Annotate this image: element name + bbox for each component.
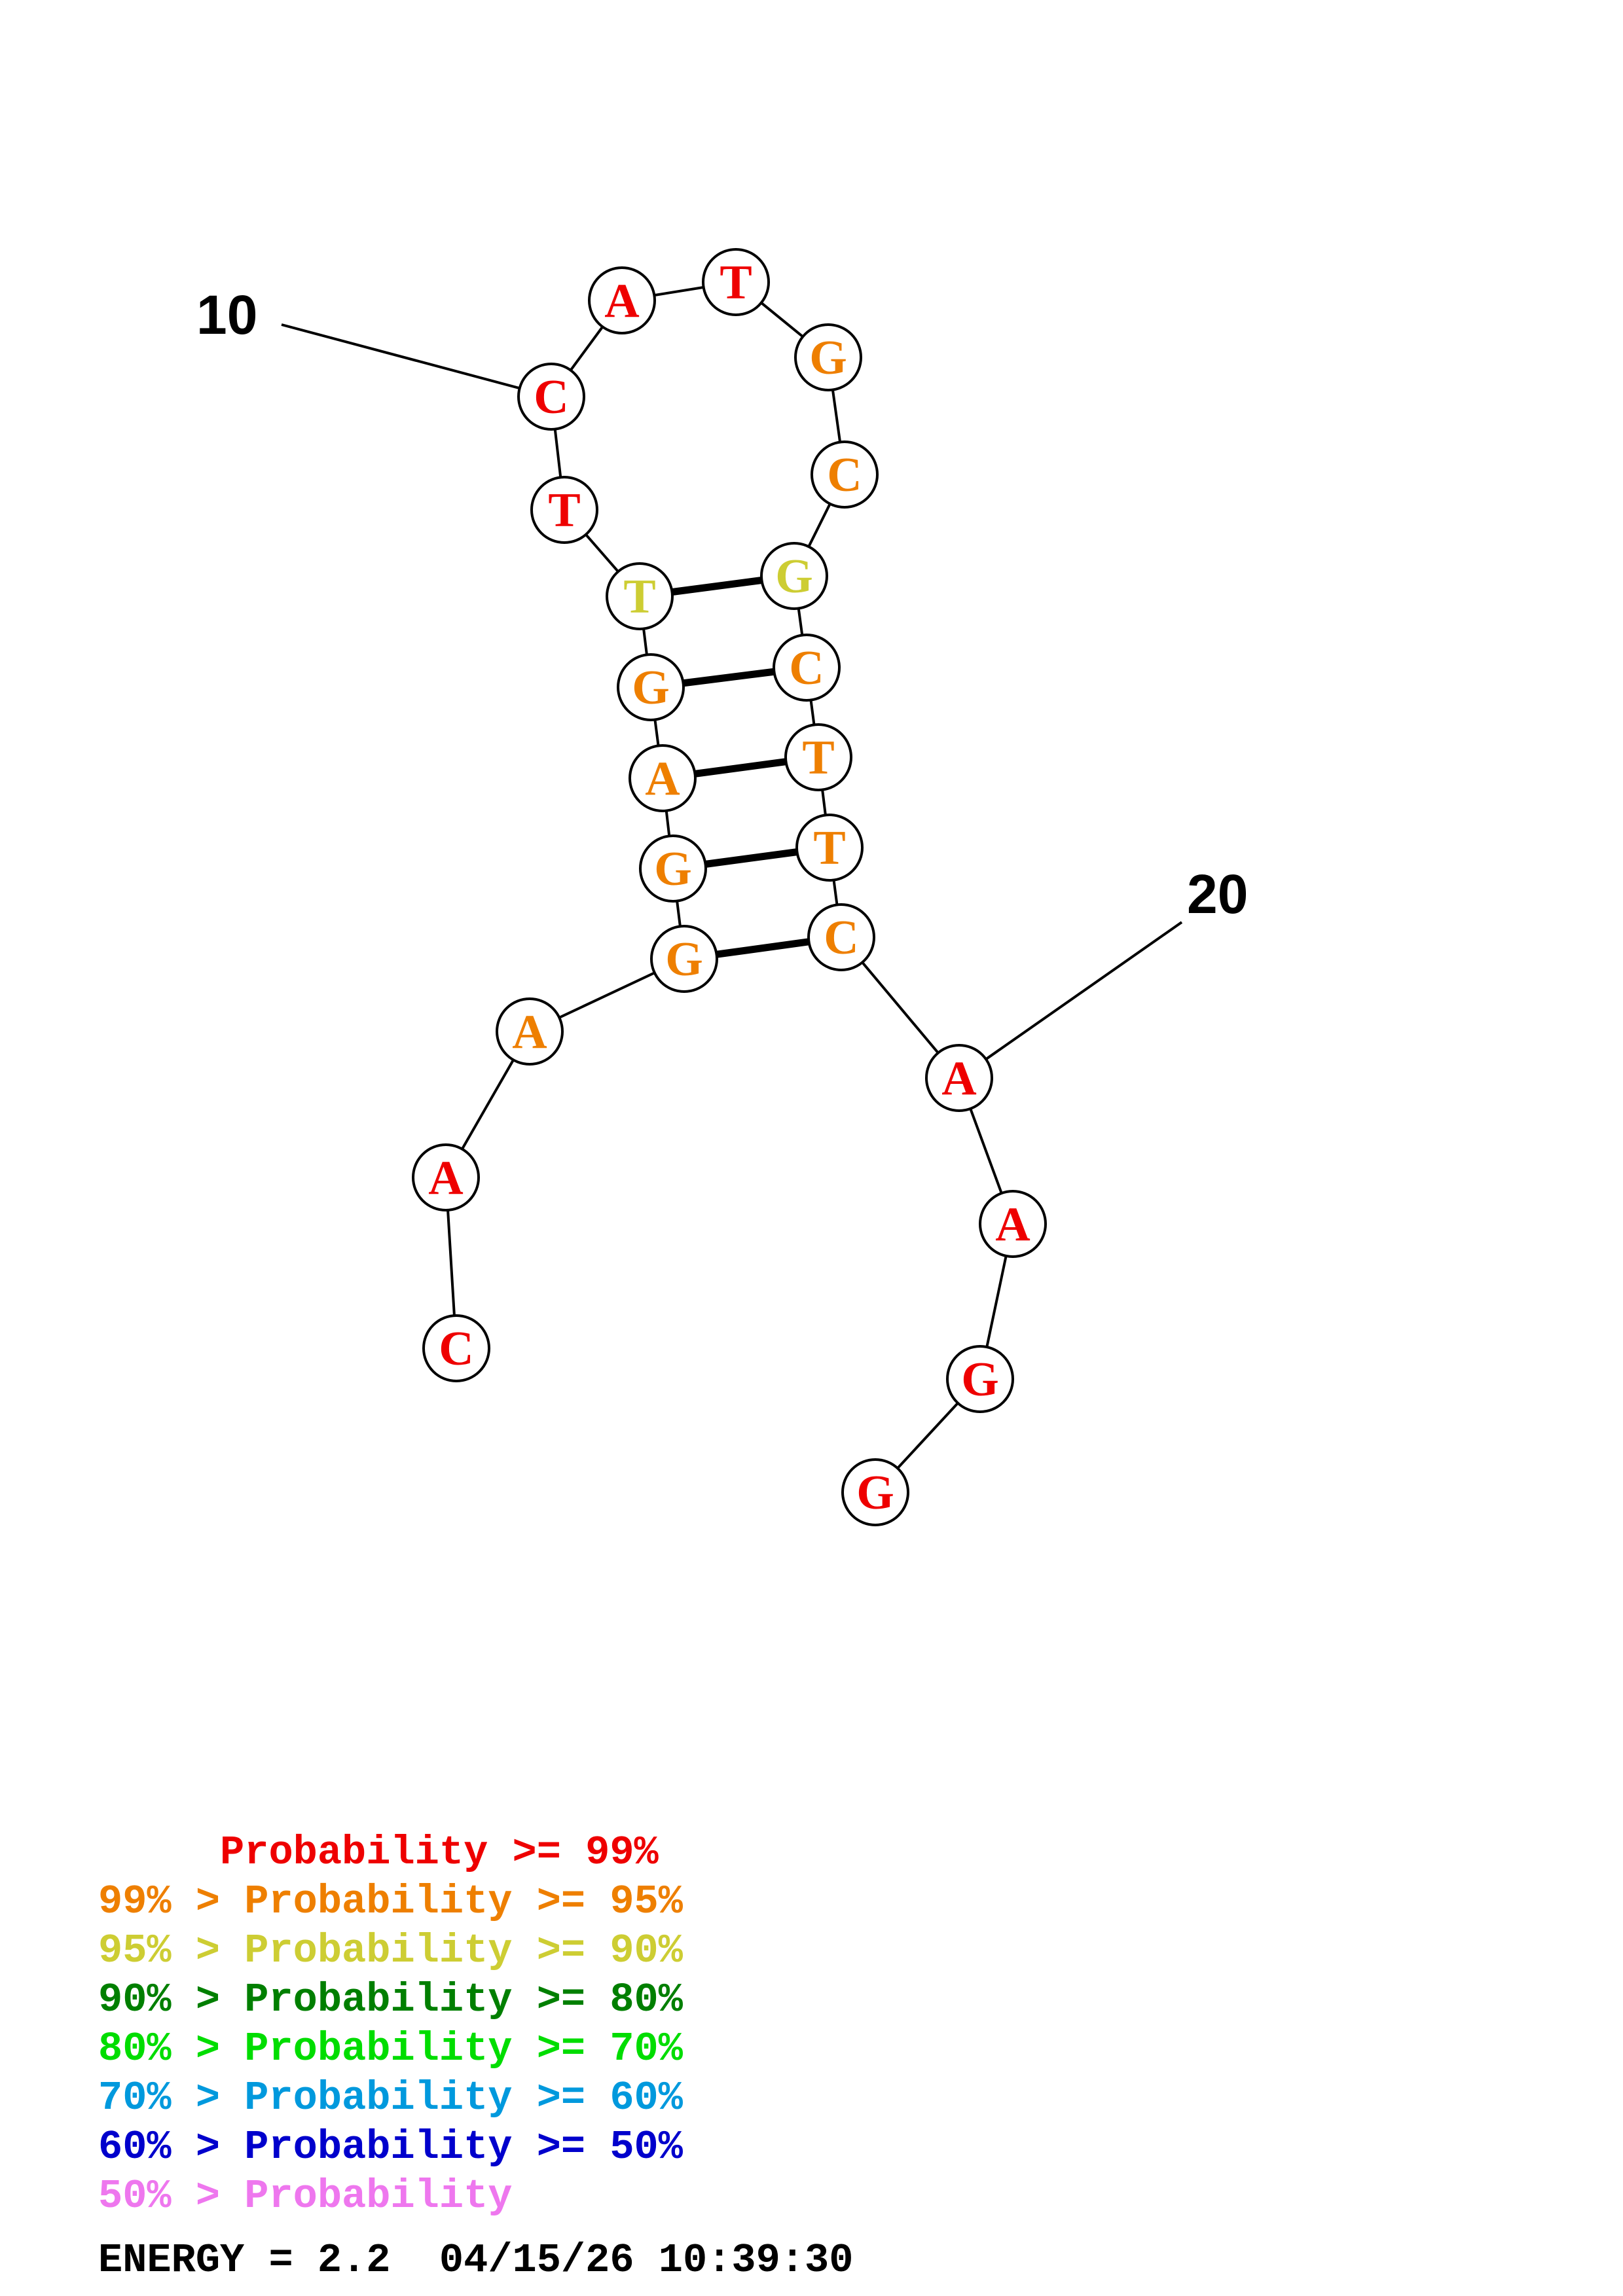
nucleotide-base: G	[961, 1353, 999, 1407]
nucleotide-circle	[496, 997, 564, 1066]
nucleotide-circle	[517, 363, 585, 431]
nucleotide-10: C	[517, 363, 585, 431]
legend-row-plow: 50% > Probability	[98, 2173, 513, 2219]
nucleotide-circle	[979, 1190, 1047, 1258]
nucleotide-8: T	[606, 562, 674, 630]
nucleotide-17: T	[784, 723, 852, 791]
nucleotide-circle	[412, 1143, 480, 1211]
nucleotide-circle	[639, 834, 707, 903]
nucleotide-circle	[702, 248, 770, 316]
nucleotide-circle	[760, 542, 828, 610]
nucleotide-base: C	[789, 641, 824, 695]
nucleotide-circle	[795, 814, 864, 882]
nucleotide-base: C	[534, 370, 568, 424]
backbone-line	[444, 280, 1015, 1494]
legend-row-p50: 60% > Probability >= 50%	[98, 2124, 683, 2170]
nucleotide-11: A	[588, 266, 656, 334]
base-pair-6-17	[694, 758, 787, 778]
nucleotide-2: A	[412, 1143, 480, 1211]
nucleotide-base: T	[802, 731, 834, 785]
nucleotide-3: A	[496, 997, 564, 1066]
nucleotide-20: A	[925, 1044, 993, 1112]
nucleotide-base: T	[720, 256, 752, 310]
nucleotide-6: A	[629, 744, 697, 812]
nucleotide-22: G	[946, 1345, 1014, 1413]
nucleotide-circle	[650, 925, 718, 993]
nucleotide-1: C	[422, 1314, 490, 1382]
nucleotide-base: G	[665, 933, 703, 986]
energy-label: ENERGY = 2.2	[98, 2237, 391, 2284]
nucleotide-base: C	[439, 1322, 473, 1376]
nucleotide-circle	[530, 476, 598, 544]
nucleotide-base: T	[813, 821, 845, 875]
index-tick-layer: 10 20	[196, 284, 1248, 1079]
legend-row-p99: Probability >= 99%	[98, 1829, 659, 1876]
legend-row-p90: 95% > Probability >= 90%	[98, 1928, 683, 1974]
nucleotide-base: G	[775, 550, 813, 603]
nucleotide-circle	[784, 723, 852, 791]
legend-row-p60: 70% > Probability >= 60%	[98, 2075, 683, 2121]
base-pair-5-18	[704, 848, 798, 868]
legend-row-p95: 99% > Probability >= 95%	[98, 1878, 683, 1925]
nucleotide-base: G	[632, 661, 670, 715]
nucleotide-base: C	[827, 448, 862, 502]
nucleotide-9: T	[530, 476, 598, 544]
nucleotide-base: A	[941, 1052, 976, 1105]
nucleotide-base: A	[645, 752, 680, 806]
nucleotide-circle	[811, 440, 879, 509]
nucleotide-base: A	[512, 1005, 547, 1059]
nucleotide-base: A	[995, 1198, 1030, 1251]
energy-footer: ENERGY = 2.2 04/15/26 10:39:30	[98, 2237, 853, 2284]
legend-row-p70: 80% > Probability >= 70%	[98, 2026, 683, 2072]
base-pair-7-16	[682, 668, 775, 687]
timestamp: 04/15/26 10:39:30	[439, 2237, 854, 2284]
nucleotide-4: G	[650, 925, 718, 993]
legend-row-p80: 90% > Probability >= 80%	[98, 1977, 683, 2023]
nucleotide-12: T	[702, 248, 770, 316]
nucleotide-base: T	[623, 570, 655, 624]
nucleotide-circle	[946, 1345, 1014, 1413]
nucleotide-14: C	[811, 440, 879, 509]
nucleotide-circle	[841, 1458, 909, 1526]
nucleotide-base: A	[604, 274, 639, 328]
nucleotide-21: A	[979, 1190, 1047, 1258]
index-label-10: 10	[196, 284, 257, 346]
nucleotide-18: T	[795, 814, 864, 882]
nucleotide-base: C	[824, 911, 858, 965]
index-tick-line-10	[281, 323, 552, 398]
nucleotide-base: T	[548, 484, 580, 537]
backbone-layer	[444, 280, 1015, 1494]
nucleotide-circle	[773, 634, 841, 702]
nucleotide-base: G	[856, 1466, 894, 1520]
nucleotide-circle	[925, 1044, 993, 1112]
nucleotide-13: G	[794, 323, 862, 391]
base-pair-layer	[671, 577, 810, 958]
nucleotide-circle	[588, 266, 656, 334]
nucleotide-23: G	[841, 1458, 909, 1526]
nucleotide-circle	[617, 653, 685, 721]
index-label-20: 20	[1187, 863, 1248, 925]
nucleotide-circle	[807, 903, 875, 971]
base-pair-4-19	[716, 938, 810, 958]
index-tick-line-20	[958, 921, 1183, 1079]
nucleotide-5: G	[639, 834, 707, 903]
nucleotide-base: G	[809, 331, 847, 385]
nucleotide-15: G	[760, 542, 828, 610]
nucleotide-base: A	[428, 1151, 463, 1205]
nucleotide-circle	[629, 744, 697, 812]
nucleotide-19: C	[807, 903, 875, 971]
base-pair-8-15	[671, 577, 763, 596]
nucleotide-16: C	[773, 634, 841, 702]
nucleotide-circle	[794, 323, 862, 391]
nucleotide-circle	[422, 1314, 490, 1382]
nucleotide-circle	[606, 562, 674, 630]
nucleotide-7: G	[617, 653, 685, 721]
nucleotide-base: G	[654, 842, 692, 896]
